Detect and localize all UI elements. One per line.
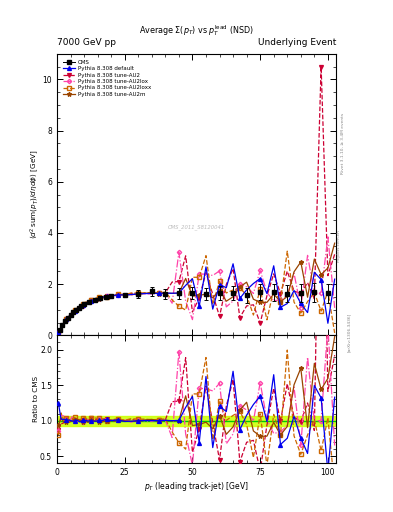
Text: 7000 GeV pp: 7000 GeV pp [57, 38, 116, 47]
Legend: CMS, Pythia 8.308 default, Pythia 8.308 tune-AU2, Pythia 8.308 tune-AU2lox, Pyth: CMS, Pythia 8.308 default, Pythia 8.308 … [62, 59, 151, 97]
Bar [57, 416, 336, 425]
Text: Underlying Event: Underlying Event [258, 38, 336, 47]
Y-axis label: $\langle d^2\,\mathrm{sum}(p_T)/d\eta d\phi\rangle$ [GeV]: $\langle d^2\,\mathrm{sum}(p_T)/d\eta d\… [28, 150, 41, 240]
Text: Average $\Sigma(p_T)$ vs $p_T^{\mathrm{lead}}$ (NSD): Average $\Sigma(p_T)$ vs $p_T^{\mathrm{l… [139, 24, 254, 38]
Text: mcplots.cern.ch: mcplots.cern.ch [336, 229, 340, 262]
X-axis label: $p_T$ (leading track-jet) [GeV]: $p_T$ (leading track-jet) [GeV] [144, 480, 249, 493]
Text: Rivet 3.1.10, ≥ 3.4M events: Rivet 3.1.10, ≥ 3.4M events [341, 113, 345, 174]
Y-axis label: Ratio to CMS: Ratio to CMS [33, 376, 39, 422]
Text: CMS_2011_S8120041: CMS_2011_S8120041 [168, 224, 225, 230]
Text: [arXiv:1306.3436]: [arXiv:1306.3436] [347, 313, 351, 352]
